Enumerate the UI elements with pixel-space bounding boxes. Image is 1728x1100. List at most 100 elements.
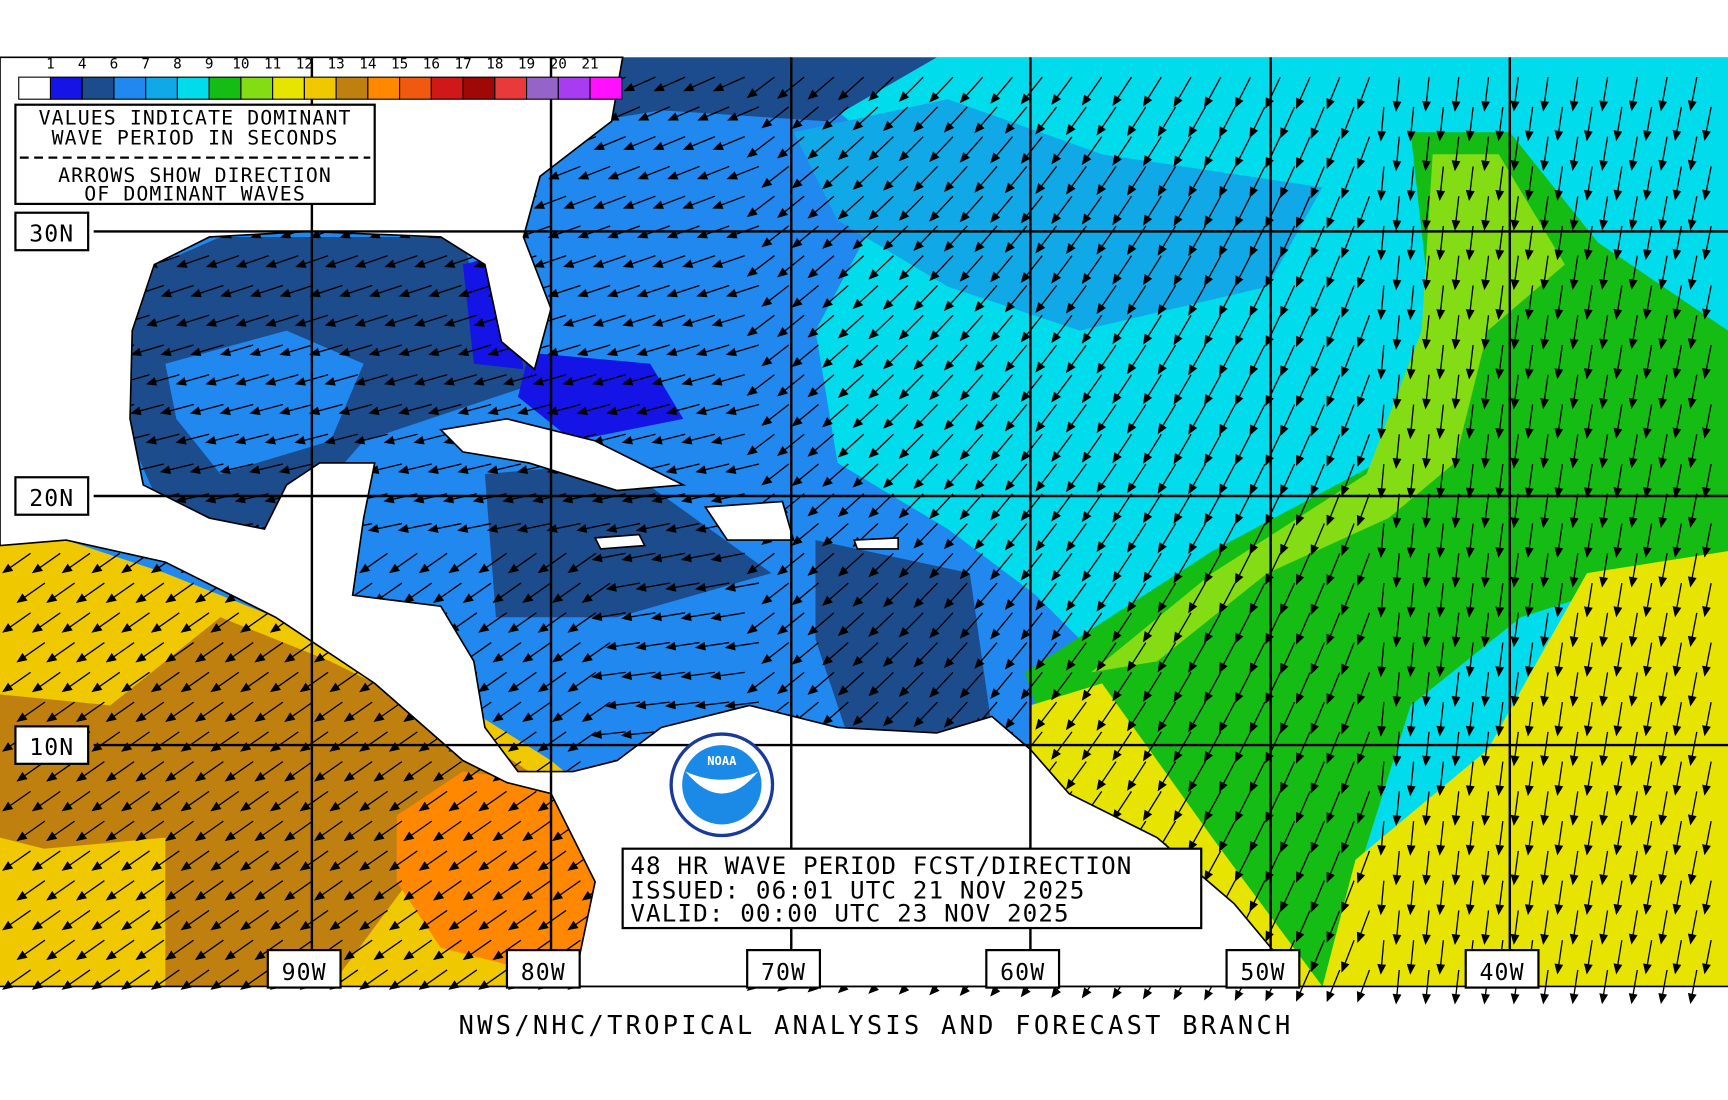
arrow: [1658, 612, 1668, 648]
arrow: [194, 939, 224, 961]
arrow: [175, 374, 210, 386]
arrow: [1081, 612, 1103, 642]
arrow: [1234, 731, 1252, 763]
arrow: [622, 195, 656, 209]
arrow: [1326, 434, 1341, 467]
arrow: [135, 761, 165, 782]
arrow: [1628, 374, 1638, 410]
arrow: [1392, 612, 1402, 648]
arrow: [551, 582, 581, 604]
arrow: [249, 463, 284, 474]
arrow: [1599, 791, 1609, 826]
arrow: [761, 165, 790, 188]
arrow: [1142, 493, 1162, 524]
arrow: [1481, 136, 1490, 172]
arrow: [1004, 642, 1028, 670]
arrow: [974, 463, 998, 491]
arrow: [105, 939, 135, 961]
arrow: [492, 820, 522, 842]
arrow: [1628, 672, 1638, 707]
arrow: [309, 284, 343, 298]
arrow: [1356, 76, 1371, 110]
arrow: [547, 284, 581, 298]
arrow: [725, 403, 760, 416]
arrow: [635, 522, 670, 533]
arrow: [1628, 77, 1638, 112]
arrow: [1643, 106, 1653, 142]
arrow: [711, 314, 745, 327]
arrow: [1599, 672, 1609, 707]
arrow: [974, 642, 998, 669]
arrow: [462, 939, 492, 961]
arrow: [1524, 344, 1534, 380]
arrow: [254, 701, 284, 723]
arrow: [1065, 106, 1087, 136]
info-text: VALUES INDICATE DOMINANT: [39, 107, 352, 130]
arrow: [1096, 106, 1117, 136]
arrow: [180, 790, 210, 812]
arrow: [652, 255, 686, 268]
arrow: [581, 701, 611, 723]
arrow: [224, 939, 254, 961]
arrow: [1280, 642, 1296, 675]
arrow: [1643, 701, 1653, 737]
legend-label: 20: [550, 56, 567, 72]
arrow: [1422, 910, 1431, 946]
arrow: [473, 374, 507, 386]
arrow: [680, 671, 715, 680]
arrow: [1326, 791, 1341, 824]
arrow: [398, 284, 432, 298]
arrow: [576, 522, 611, 533]
arrow: [1020, 433, 1043, 462]
logo-bird: [685, 771, 759, 794]
arrow: [1326, 969, 1341, 1003]
arrow: [1436, 404, 1446, 440]
lon-label: 60W: [1000, 960, 1045, 986]
arrow: [1495, 582, 1505, 618]
arrow: [1436, 285, 1446, 321]
lon-label-box: [985, 948, 1061, 989]
arrow: [665, 403, 700, 416]
arrow: [1142, 791, 1162, 821]
arrow: [1035, 344, 1058, 373]
arrow: [278, 463, 313, 474]
arrow: [1142, 314, 1162, 345]
arrow: [75, 642, 105, 663]
arrow: [1096, 404, 1117, 434]
arrow: [898, 493, 924, 519]
arrow: [1702, 404, 1712, 439]
arrow: [1081, 255, 1103, 285]
arrow: [478, 850, 507, 871]
arrow: [1020, 314, 1043, 343]
arrow: [837, 552, 865, 577]
legend-label: 10: [232, 56, 249, 72]
arrow: [1249, 523, 1266, 555]
arrow: [807, 493, 835, 517]
arrow: [1204, 374, 1222, 406]
arrow: [822, 701, 849, 725]
arrow: [1310, 880, 1325, 913]
arrow: [492, 701, 522, 723]
arrow: [1356, 850, 1371, 884]
arrow: [1065, 761, 1087, 790]
arrow: [667, 165, 700, 180]
arrow: [1524, 880, 1534, 916]
lat-label: 10N: [29, 735, 74, 761]
arrow: [1096, 582, 1117, 612]
arrow: [1702, 463, 1712, 499]
arrow: [1406, 821, 1416, 856]
arrow: [1495, 344, 1505, 380]
arrow: [1234, 672, 1252, 704]
arrow: [413, 374, 448, 386]
arrow: [448, 552, 478, 574]
arrow: [1341, 820, 1355, 854]
legend-swatch: [335, 76, 369, 100]
arrow: [1599, 553, 1609, 588]
arrow: [1540, 196, 1550, 231]
arrow: [1436, 761, 1446, 797]
arrow: [1326, 195, 1341, 229]
arrow: [507, 612, 537, 633]
arrow: [359, 790, 388, 812]
arrow: [696, 165, 730, 180]
color-legend: 1 4 6 7 8 9 10 11 12 13 14 15 16 17 18 19 20 21: [18, 56, 623, 100]
